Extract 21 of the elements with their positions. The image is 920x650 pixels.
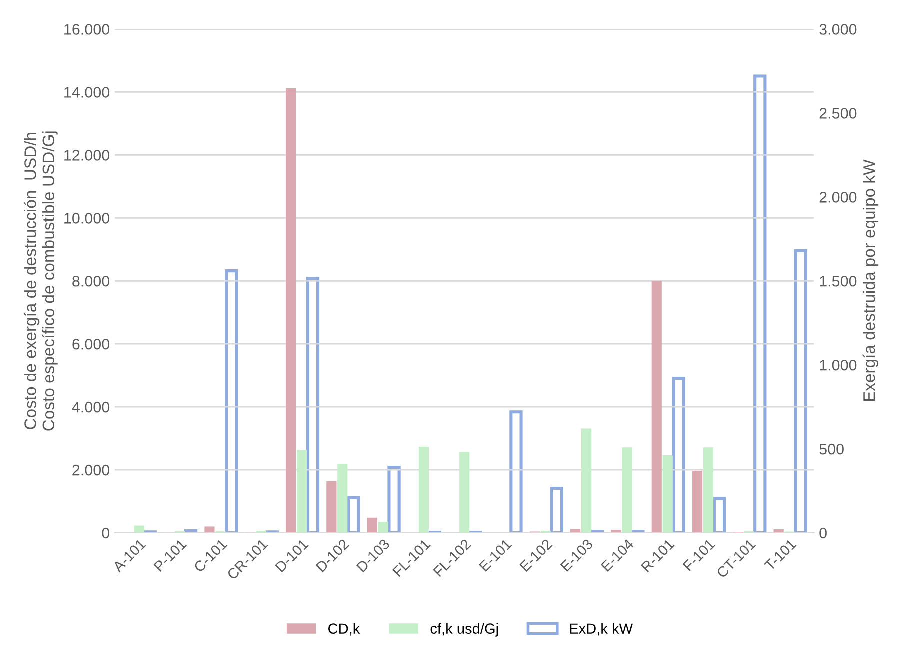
- y-tick-label: 0: [102, 528, 110, 539]
- y-tick-label: 4.000: [72, 402, 110, 413]
- y-tick-label: 10.000: [64, 213, 110, 224]
- y2-tick-label: 1.000: [820, 360, 857, 371]
- y-axis-title: Costo de exergía de destrucción USD/h Costo específico de combustible USD/Gj: [24, 132, 58, 431]
- y2-tick-label: 1.500: [820, 276, 857, 287]
- y2-tick-label: 2.500: [820, 108, 857, 119]
- y-tick-label: 12.000: [64, 150, 110, 161]
- y2-axis-title: Exergía destruida por equipo kW: [862, 160, 879, 402]
- legend-label: CD,k: [328, 623, 360, 636]
- legend-label: cf,k usd/Gj: [430, 623, 498, 637]
- y-tick-label: 8.000: [72, 276, 110, 287]
- y2-tick-label: 2.000: [820, 192, 857, 203]
- y2-tick-label: 500: [820, 444, 844, 455]
- legend-label: ExD,k kW: [570, 623, 634, 636]
- y-tick-label: 6.000: [72, 338, 110, 350]
- y2-tick-label: 3.000: [820, 24, 857, 35]
- y2-tick-label: 0: [820, 528, 827, 539]
- y-tick-label: 16.000: [64, 24, 110, 35]
- y-tick-label: 2.000: [72, 464, 110, 476]
- y-tick-label: 14.000: [64, 87, 110, 98]
